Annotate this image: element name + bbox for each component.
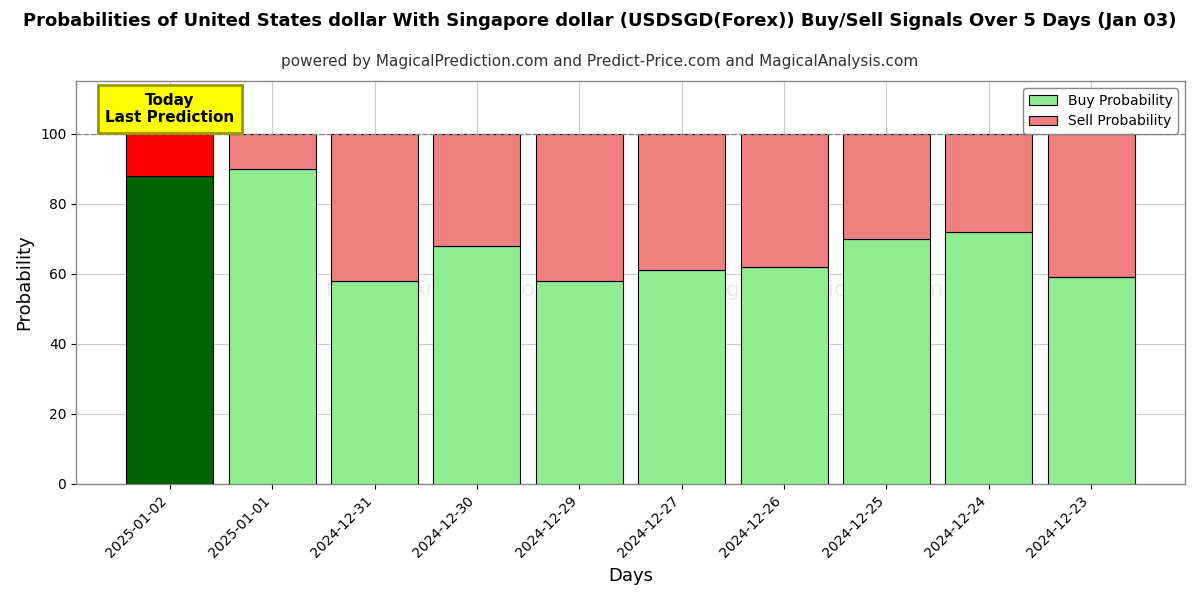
- Bar: [842, 134, 930, 239]
- Bar: [331, 281, 418, 484]
- Text: MagicalPrediction.com: MagicalPrediction.com: [694, 280, 944, 301]
- Bar: [433, 134, 521, 245]
- Legend: Buy Probability, Sell Probability: Buy Probability, Sell Probability: [1024, 88, 1178, 134]
- Bar: [331, 134, 418, 281]
- Bar: [536, 134, 623, 281]
- Bar: [946, 134, 1032, 232]
- X-axis label: Days: Days: [608, 567, 653, 585]
- Bar: [229, 134, 316, 169]
- Bar: [638, 270, 725, 484]
- Text: MagicalAnalysis.com: MagicalAnalysis.com: [326, 280, 558, 301]
- Text: Probabilities of United States dollar With Singapore dollar (USDSGD(Forex)) Buy/: Probabilities of United States dollar Wi…: [23, 12, 1177, 30]
- Bar: [842, 239, 930, 484]
- Text: powered by MagicalPrediction.com and Predict-Price.com and MagicalAnalysis.com: powered by MagicalPrediction.com and Pre…: [281, 54, 919, 69]
- Bar: [740, 134, 828, 266]
- Bar: [536, 281, 623, 484]
- Bar: [433, 245, 521, 484]
- Bar: [1048, 134, 1134, 277]
- Bar: [229, 169, 316, 484]
- Bar: [946, 232, 1032, 484]
- Text: Today
Last Prediction: Today Last Prediction: [106, 93, 234, 125]
- Bar: [1048, 277, 1134, 484]
- Bar: [638, 134, 725, 270]
- Y-axis label: Probability: Probability: [14, 235, 32, 331]
- Bar: [740, 266, 828, 484]
- Bar: [126, 176, 214, 484]
- Bar: [126, 134, 214, 176]
